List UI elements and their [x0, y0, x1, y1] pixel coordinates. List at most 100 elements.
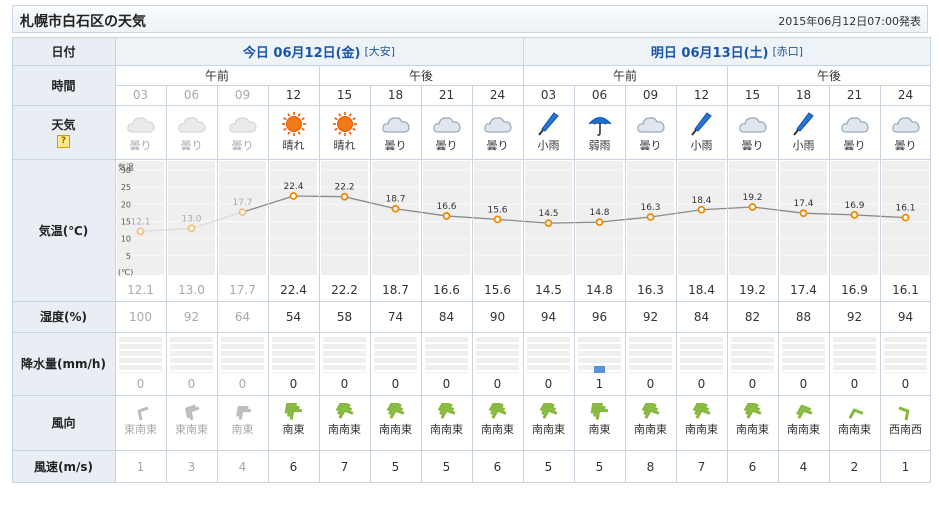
wind-dir-label: 東南東 — [124, 423, 157, 436]
grid-line — [523, 37, 524, 483]
temp-point — [799, 209, 808, 218]
temp-point — [748, 203, 757, 211]
temp-point — [238, 208, 247, 217]
humidity-value: 96 — [591, 309, 608, 324]
grid-line — [12, 482, 931, 483]
weather-cell: 曇り — [115, 105, 166, 159]
wind-arrow-icon — [795, 404, 812, 419]
precip-bar — [119, 337, 162, 373]
wind-dir-label: 南南東 — [430, 423, 463, 436]
precip-bar — [374, 337, 417, 373]
wind-cell: 南東 — [574, 395, 625, 450]
grid-line — [676, 85, 677, 483]
wind-cell: 南南東 — [421, 395, 472, 450]
wind-dir-label: 南南東 — [685, 423, 718, 436]
precip-bar — [782, 337, 825, 373]
wind-arrow-icon — [539, 403, 557, 419]
grid-line — [12, 450, 931, 451]
help-icon[interactable]: ? — [57, 135, 70, 148]
temp-data-label: 17.7 — [232, 198, 252, 208]
temp-point — [595, 218, 604, 227]
temp-data-label: 17.4 — [793, 199, 813, 209]
weather-label: 小雨 — [690, 139, 713, 152]
hour-cell: 06 — [591, 88, 608, 102]
precip-value: 0 — [187, 377, 196, 391]
closed-umbrella-icon — [792, 112, 814, 136]
grid-line — [625, 85, 626, 483]
hour-cell: 03 — [132, 88, 149, 102]
temp-value: 14.5 — [535, 283, 562, 297]
wind-dir-label: 南南東 — [481, 423, 514, 436]
temp-point — [340, 192, 349, 201]
wind-arrow-icon — [590, 403, 608, 420]
temp-value: 18.4 — [688, 283, 715, 297]
grid-line — [12, 65, 931, 66]
temp-tick-label: 20 — [121, 200, 131, 209]
day-label: 今日 06月12日(金) — [242, 45, 361, 61]
temp-value: 22.2 — [331, 283, 358, 297]
grid-line — [12, 301, 931, 302]
am-label: 午前 — [612, 68, 637, 83]
wind-cell: 南南東 — [727, 395, 778, 450]
wind-arrow-icon — [235, 405, 251, 420]
hour-cell: 24 — [897, 88, 914, 102]
weather-label: 曇り — [894, 139, 917, 152]
grid-line — [12, 37, 13, 483]
temp-point — [136, 227, 145, 236]
hour-cell: 24 — [489, 88, 506, 102]
hour-cell: 09 — [234, 88, 251, 102]
wind-arrow-icon — [488, 403, 506, 419]
temp-value: 13.0 — [178, 283, 205, 297]
cloud-icon — [126, 117, 155, 133]
precip-bar — [629, 337, 672, 373]
weather-cell: 曇り — [166, 105, 217, 159]
humidity-value: 84 — [693, 309, 710, 324]
precip-bar — [476, 337, 519, 373]
temp-value: 14.8 — [586, 283, 613, 297]
wind-cell: 西南西 — [880, 395, 931, 450]
weather-label: 曇り — [843, 139, 866, 152]
humidity-value: 82 — [744, 309, 761, 324]
wind-cell: 東南東 — [115, 395, 166, 450]
label-humidity: 湿度(%) — [12, 301, 115, 332]
day-header: 明日 06月13日(土) [赤口] — [523, 37, 931, 65]
published-time: 2015年06月12日07:00発表 — [778, 15, 921, 28]
day-header: 今日 06月12日(金) [大安] — [115, 37, 523, 65]
wind-cell: 南南東 — [676, 395, 727, 450]
wind-cell: 南東 — [217, 395, 268, 450]
am-label: 午前 — [204, 68, 229, 83]
weather-label: 晴れ — [333, 139, 356, 152]
temp-value: 17.7 — [229, 283, 256, 297]
precip-value: 0 — [748, 377, 757, 391]
humidity-value: 88 — [795, 309, 812, 324]
humidity-value: 94 — [897, 309, 914, 324]
wind-arrow-icon — [692, 403, 710, 419]
temp-axis-unit: (℃) — [118, 268, 133, 277]
wind-speed-value: 7 — [697, 459, 706, 474]
temp-value: 16.9 — [841, 283, 868, 297]
wind-arrow-icon — [184, 404, 199, 421]
temp-data-label: 12.1 — [130, 217, 150, 227]
weather-cell: 曇り — [421, 105, 472, 159]
wind-arrow-icon — [335, 403, 353, 419]
temp-axis-title: 気温 — [118, 162, 134, 172]
grid-line — [12, 105, 931, 106]
wind-speed-value: 8 — [646, 459, 655, 474]
grid-line — [268, 85, 269, 483]
wind-speed-value: 1 — [136, 459, 145, 474]
forecast-table: 日付 時間 天気? 気温(℃) 湿度(%) 降水量(mm/h) 風向 風速(m/s) 今日 06… — [12, 37, 931, 483]
cloud-icon — [432, 117, 461, 133]
precip-value: 0 — [850, 377, 859, 391]
wind-arrow-icon — [898, 406, 909, 421]
temp-point — [544, 219, 553, 228]
humidity-value: 94 — [540, 309, 557, 324]
wind-speed-value: 5 — [391, 459, 400, 474]
day-label: 明日 06月13日(土) — [650, 45, 769, 61]
wind-speed-value: 1 — [901, 459, 910, 474]
temp-data-label: 18.7 — [385, 195, 405, 205]
precip-bar — [425, 337, 468, 373]
wind-cell: 南南東 — [370, 395, 421, 450]
temp-point — [289, 192, 298, 200]
weather-cell: 曇り — [625, 105, 676, 159]
label-date: 日付 — [12, 37, 115, 65]
